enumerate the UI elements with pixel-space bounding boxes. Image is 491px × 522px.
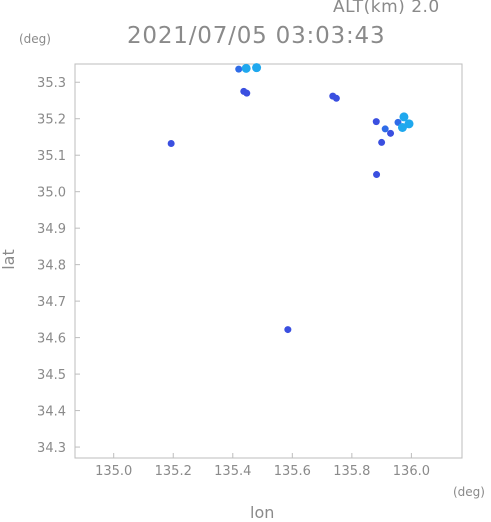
y-tick-label: 34.7 xyxy=(37,295,66,310)
echo-point xyxy=(381,125,389,133)
echo-point xyxy=(397,122,407,132)
x-tick-label: 135.0 xyxy=(95,464,132,479)
x-tick-label: 135.4 xyxy=(214,464,251,479)
echo-point xyxy=(243,89,251,97)
echo-point xyxy=(241,63,251,73)
echo-point xyxy=(399,112,409,122)
altitude-label: ALT(km) 2.0 xyxy=(333,0,440,17)
echo-point xyxy=(372,118,380,126)
plot-frame xyxy=(74,63,463,459)
echo-point xyxy=(387,129,395,137)
y-tick-label: 34.8 xyxy=(37,259,66,274)
echo-point xyxy=(284,326,292,334)
echo-point xyxy=(373,171,381,179)
y-tick-label: 34.6 xyxy=(37,332,66,347)
y-tick-label: 34.4 xyxy=(37,405,66,420)
x-axis-label: lon xyxy=(250,503,275,522)
y-tick-label: 35.1 xyxy=(37,149,66,164)
y-unit-label: (deg) xyxy=(19,32,51,46)
y-tick-label: 35.0 xyxy=(37,186,66,201)
echo-point xyxy=(252,63,262,73)
x-tick-label: 136.0 xyxy=(393,464,430,479)
y-tick-label: 35.3 xyxy=(37,76,66,91)
y-tick-label: 34.3 xyxy=(37,441,66,456)
echo-point xyxy=(404,119,414,129)
echo-point xyxy=(167,140,175,148)
echo-point xyxy=(332,94,340,102)
x-unit-label: (deg) xyxy=(453,485,485,499)
timestamp-title: 2021/07/05 03:03:43 xyxy=(127,23,386,49)
x-tick-label: 135.2 xyxy=(155,464,192,479)
y-tick-label: 34.5 xyxy=(37,368,66,383)
x-tick-label: 135.6 xyxy=(274,464,311,479)
x-tick-label: 135.8 xyxy=(333,464,370,479)
echo-point xyxy=(378,138,386,146)
y-tick-label: 35.2 xyxy=(37,113,66,128)
y-tick-label: 34.9 xyxy=(37,222,66,237)
echo-point xyxy=(235,65,243,73)
